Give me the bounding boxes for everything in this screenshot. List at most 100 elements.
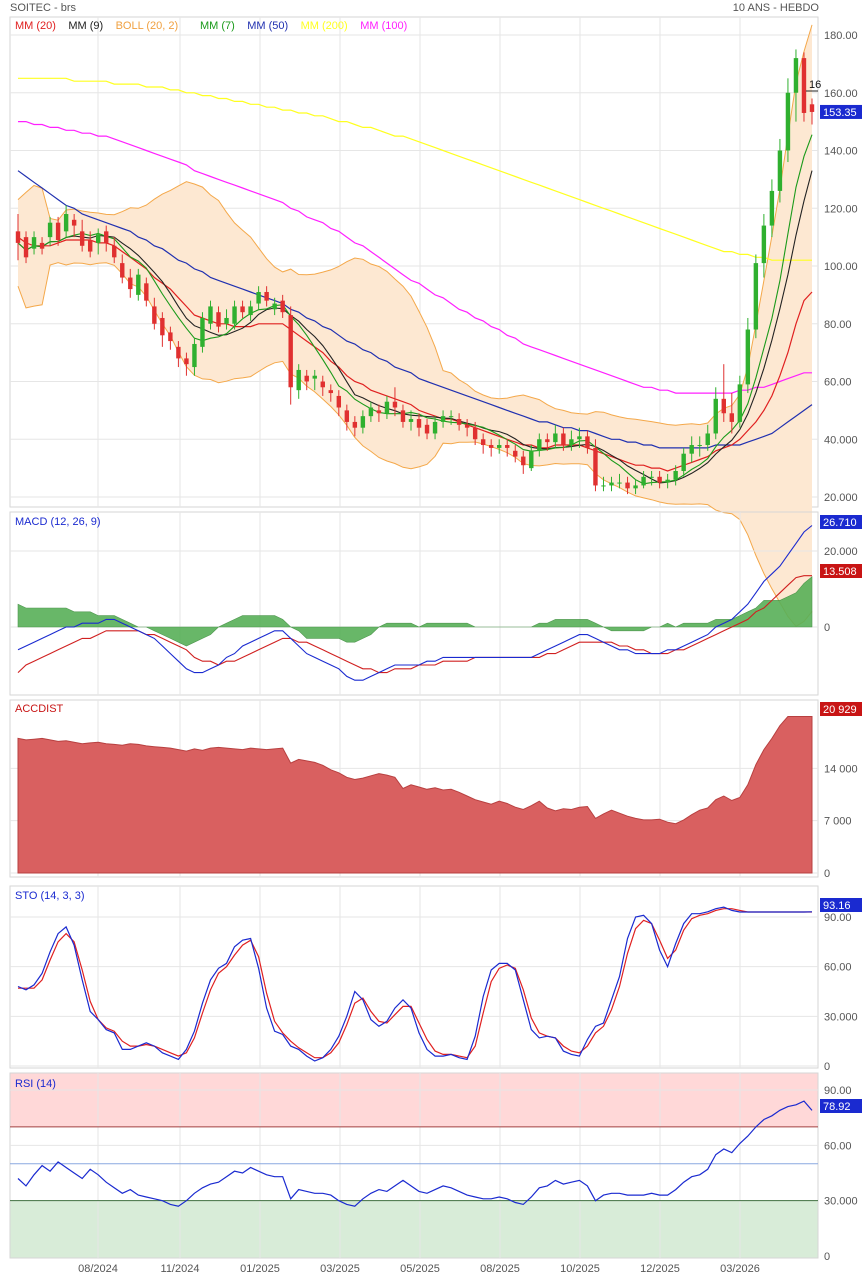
- price-y-tick: 40.000: [824, 434, 858, 446]
- bollinger-band-fill: [18, 24, 812, 627]
- candle-body: [472, 427, 478, 440]
- candle-body: [144, 283, 149, 301]
- candle-body: [553, 433, 558, 443]
- x-axis-label: 11/2024: [161, 1263, 200, 1275]
- candle-body: [753, 263, 759, 330]
- macd-value-badge: 26.710: [823, 517, 857, 529]
- macd-line: [17, 525, 813, 681]
- candle-body: [424, 424, 430, 434]
- candle-body: [352, 421, 358, 428]
- x-axis-label: 08/2024: [78, 1263, 118, 1275]
- macd-y-tick: 20.000: [824, 546, 858, 558]
- candle-body: [545, 439, 550, 443]
- accdist-area: [17, 716, 813, 874]
- candle-body: [128, 277, 133, 290]
- ma100-line: [18, 121, 812, 394]
- candle-body: [79, 231, 85, 246]
- accdist-panel-frame: [9, 699, 819, 878]
- rsi-line: [17, 1100, 813, 1207]
- candle-body: [793, 58, 799, 93]
- candle-body: [176, 346, 181, 359]
- x-axis-label: 03/2026: [720, 1263, 760, 1275]
- candle-body: [456, 419, 462, 425]
- rsi-y-tick: 60.00: [824, 1140, 852, 1152]
- price-y-tick: 180.00: [824, 30, 858, 42]
- candle-body: [673, 471, 678, 480]
- rsi-overbought-zone: [10, 1073, 818, 1127]
- price-y-tick: 60.00: [824, 377, 852, 389]
- candle-body: [376, 410, 382, 414]
- ma200-line: [18, 77, 812, 261]
- sto-y-tick: 0: [824, 1061, 830, 1073]
- candle-body: [745, 329, 751, 385]
- period-label: 10 ANS - HEBDO: [732, 2, 819, 14]
- macd-signal-line: [17, 575, 812, 674]
- candle-body: [464, 424, 470, 428]
- macd-value-badge-bg: [820, 515, 862, 529]
- rsi-y-tick: 0: [824, 1251, 830, 1263]
- candle-body: [785, 92, 791, 151]
- candle-body: [593, 447, 598, 486]
- x-axis-label: 12/2025: [640, 1263, 680, 1275]
- candle-body: [721, 398, 726, 414]
- candle-body: [256, 291, 261, 304]
- sto-y-tick: 60.00: [824, 962, 852, 974]
- bollinger-lower: [17, 262, 813, 628]
- rsi-y-tick: 90.00: [824, 1085, 852, 1097]
- candle-body: [280, 300, 285, 313]
- candle-body: [761, 225, 767, 264]
- macd-y-tick: 0: [824, 622, 830, 634]
- ma7-line: [17, 134, 813, 485]
- candle-body: [705, 433, 710, 446]
- candle-body: [809, 104, 815, 112]
- candle-body: [617, 482, 622, 484]
- accdist-value-badge: 20 929: [823, 704, 857, 716]
- candle-body: [577, 436, 582, 440]
- candle-body: [488, 445, 494, 448]
- candle-body: [320, 381, 325, 388]
- sto-k-line: [17, 906, 813, 1062]
- candle-body: [328, 390, 333, 394]
- sto-y-tick: 90.00: [824, 912, 852, 924]
- candle-body: [208, 306, 213, 324]
- x-axis-label: 05/2025: [400, 1263, 440, 1275]
- rsi-value-badge-bg: [820, 1099, 862, 1113]
- candle-body: [497, 445, 502, 448]
- legend-item: MM (20): [15, 20, 56, 32]
- candle-body: [63, 214, 69, 232]
- x-axis-label: 03/2025: [320, 1263, 360, 1275]
- candle-body: [505, 445, 510, 448]
- candle-body: [240, 306, 245, 313]
- rsi-panel-frame: [9, 1072, 819, 1259]
- candle-body: [569, 439, 574, 446]
- candle-body: [432, 421, 438, 434]
- candle-body: [71, 219, 77, 226]
- candle-body: [200, 317, 205, 347]
- candle-body: [47, 222, 53, 238]
- price-panel-frame: [9, 16, 819, 508]
- candle-body: [368, 407, 374, 417]
- ma50-line: [17, 170, 813, 449]
- sto-panel-frame: [9, 885, 819, 1069]
- rsi-value-badge: 78.92: [823, 1101, 851, 1113]
- candle-body: [264, 291, 269, 301]
- sto-value-badge: 93.16: [823, 900, 851, 912]
- legend-item: MM (7): [200, 20, 235, 32]
- price-y-tick: 160.00: [824, 88, 858, 100]
- candle-body: [344, 410, 350, 422]
- bollinger-upper: [17, 24, 813, 426]
- candle-body: [104, 231, 109, 243]
- candle-body: [216, 312, 221, 327]
- rsi-title: RSI (14): [15, 1078, 56, 1090]
- legend-item: MM (50): [247, 20, 288, 32]
- candle-body: [585, 436, 590, 448]
- instrument-title: SOITEC - brs: [10, 2, 77, 14]
- candle-body: [272, 303, 277, 310]
- candle-body: [192, 343, 197, 368]
- candle-body: [408, 419, 414, 422]
- last-high-label: 16: [809, 79, 821, 91]
- candle-body: [801, 58, 807, 113]
- macd-panel-frame: [9, 511, 819, 696]
- candle-body: [168, 332, 173, 342]
